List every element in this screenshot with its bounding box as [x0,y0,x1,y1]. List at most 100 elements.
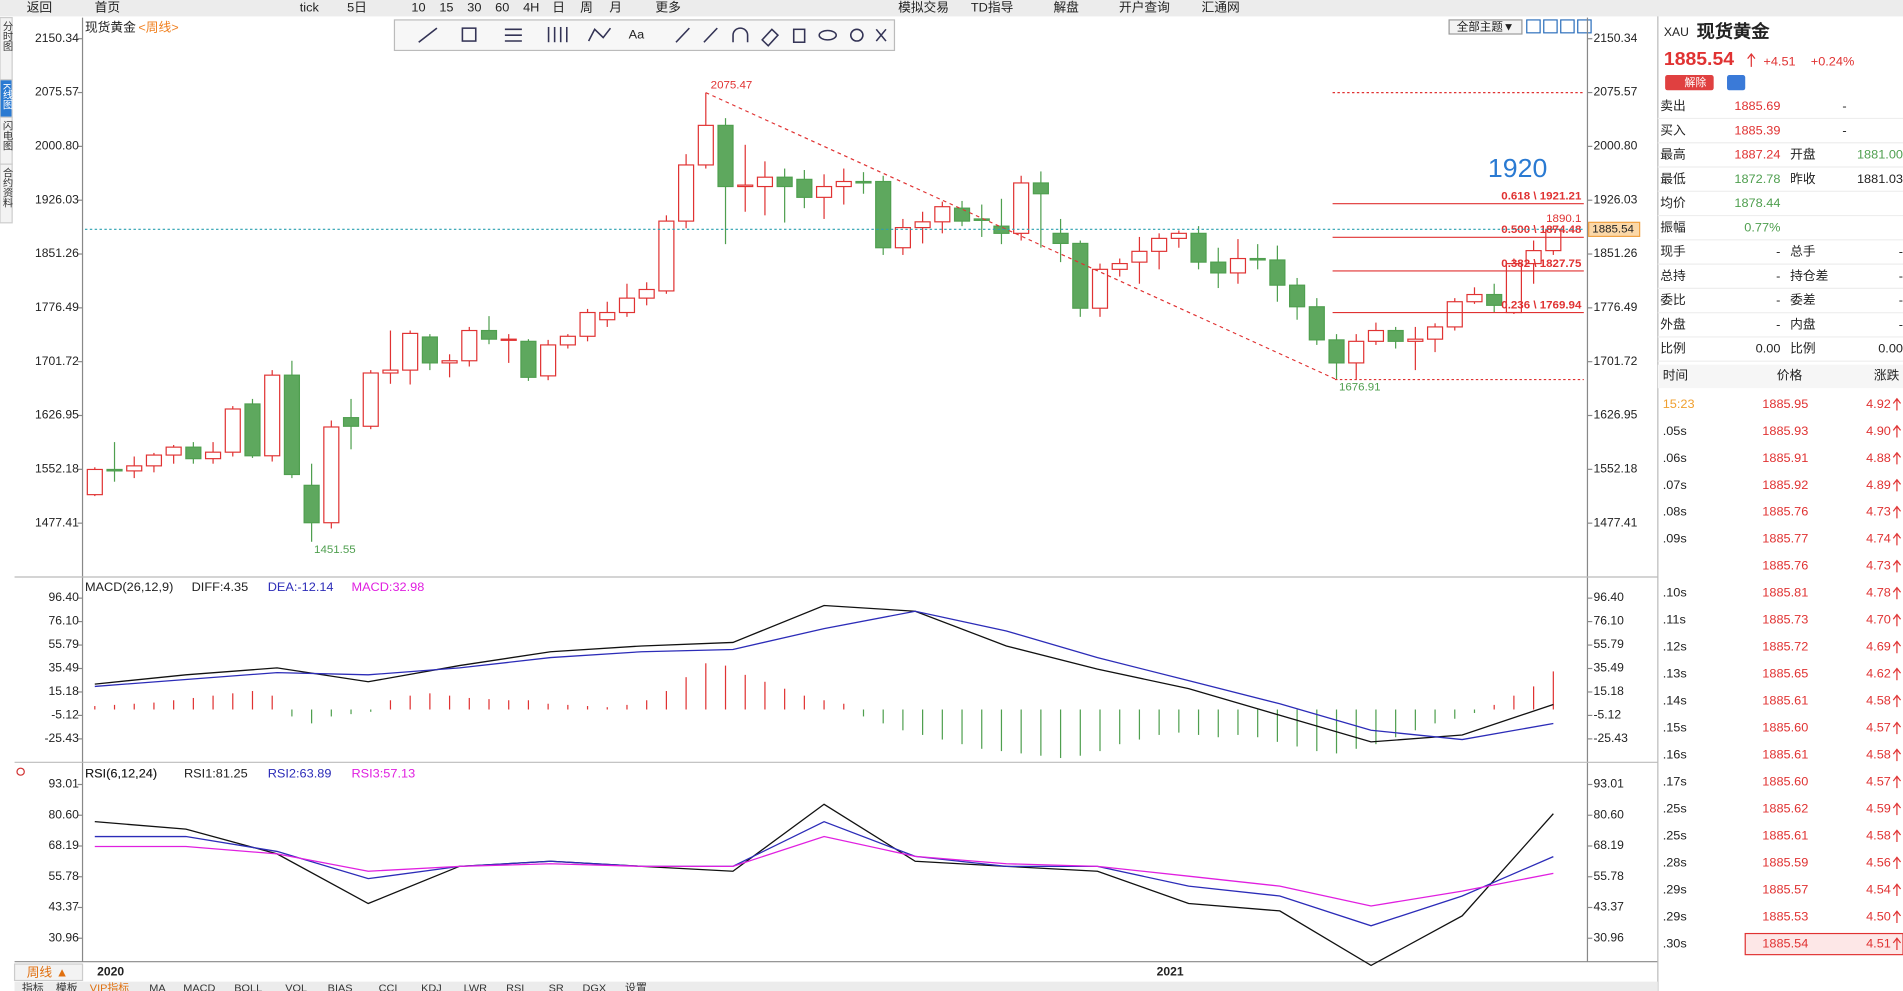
toolbar-item[interactable]: 返回 [27,1,52,15]
tick-arrow [1892,397,1902,411]
candle-body [638,288,655,299]
toolbar-item[interactable]: 4H [523,1,539,15]
tick-arrow [1892,937,1902,950]
tick-price: 1885.77 [1762,532,1808,546]
toolbar-item[interactable]: 30 [467,1,481,15]
candle-body [480,329,498,340]
side-tab-label[interactable]: 合约资料 [0,167,12,209]
y-tick-label: 1776.49 [35,300,79,314]
quote-label: 买入 [1660,123,1686,137]
tick-price: 1885.57 [1762,883,1808,897]
side-tab-label[interactable]: 分时图 [0,21,12,52]
toolbar-item[interactable]: TD指导 [971,1,1013,15]
y-tick-label: 96.40 [49,590,80,604]
bottom-tab[interactable]: 模板 [56,982,78,991]
y-tick-label: 55.78 [1594,869,1625,883]
tick-time: .13s [1663,667,1687,681]
bottom-tab[interactable]: MACD [183,983,215,991]
theme-button[interactable] [1448,19,1523,35]
tick-arrow [1892,721,1902,735]
settings-icon[interactable] [16,767,25,776]
unlock-button[interactable] [1665,75,1714,91]
toolbar-item[interactable]: 模拟交易 [898,0,949,14]
bottom-tab[interactable]: LWR [464,983,488,991]
period-button-label[interactable]: 周线 ▲ [27,966,69,980]
bottom-tab[interactable]: KDJ [421,983,442,991]
bottom-tab[interactable]: DGX [583,983,607,991]
tick-change: 4.78 [1866,586,1891,600]
tick-arrow [1892,505,1902,519]
toolbar-item[interactable]: 汇通网 [1202,1,1240,15]
bottom-tab[interactable]: VIP指标 [90,982,130,991]
bottom-tab[interactable]: VOL [285,983,307,991]
y-tick-label: 55.79 [49,637,80,651]
tick-time: .30s [1663,937,1687,951]
tick-price: 1885.61 [1762,694,1808,708]
bottom-tab[interactable]: 指标 [22,982,44,991]
bottom-tab[interactable]: CCI [379,983,398,991]
tick-arrow [1892,802,1902,816]
tick-price: 1885.81 [1762,586,1808,600]
text-tool[interactable]: Aa [629,28,645,42]
bottom-tab[interactable]: SR [549,983,564,991]
tick-price: 1885.62 [1762,802,1808,816]
quote-value: 1885.39 [1734,123,1780,137]
candle-body [283,374,301,476]
unlock-label[interactable]: 解除 [1685,76,1707,89]
candle-body [599,311,616,321]
tick-arrow [1892,424,1902,438]
tick-price: 1885.92 [1762,478,1808,492]
quote-label: 比例 [1660,342,1685,356]
period-label: <周线> [138,21,178,35]
toolbar-item[interactable]: 开户查询 [1119,0,1170,14]
candle-body [756,176,774,188]
toolbar-item[interactable]: 15 [439,1,453,15]
quote-value: 0.00 [1756,342,1781,356]
toolbar-item[interactable]: 解盘 [1053,0,1078,14]
indicator-legend: RSI3:57.13 [351,766,415,780]
bottom-tab[interactable]: MA [149,983,166,991]
toolbar-item[interactable]: 日 [552,1,565,15]
candle-body [1052,232,1069,245]
toolbar-item[interactable]: 60 [495,1,509,15]
quote-value: 1881.03 [1857,172,1903,186]
candle-body [559,335,576,346]
theme-button-label[interactable]: 全部主题▼ [1457,20,1514,34]
y-tick-label: 2075.57 [35,85,79,99]
toolbar-item[interactable]: tick [300,1,320,15]
indicator-legend: MACD:32.98 [351,580,424,594]
y-tick-label: 1701.72 [1594,354,1638,368]
window-icons [1526,19,1592,34]
alert-button[interactable] [1727,75,1746,91]
bottom-tab[interactable]: BIAS [328,983,353,991]
tick-arrow [1892,478,1902,492]
candle-body [106,468,123,472]
y-tick-label: 55.79 [1594,637,1625,651]
side-tab-label[interactable]: 闪电图 [0,120,12,152]
candle-body [264,374,281,457]
candle-body [323,426,340,524]
bottom-tab[interactable]: RSI [506,983,524,991]
toolbar-item[interactable]: 周 [580,1,593,15]
bottom-tab[interactable]: BOLL [234,983,262,991]
toolbar-item[interactable]: 首页 [95,1,120,15]
candle-body [697,124,714,166]
candle-body [1151,237,1168,252]
candle-body [717,124,734,188]
bottom-tab[interactable]: 设置 [625,983,647,991]
toolbar-item[interactable]: 5日 [347,1,367,15]
candle-body [953,207,971,222]
side-tab-label[interactable]: K线图 [0,83,12,110]
side-tab[interactable] [0,163,13,224]
tick-change: 4.90 [1866,424,1891,438]
toolbar-item[interactable]: 10 [411,1,425,15]
quote-value: 1885.69 [1734,99,1780,113]
tick-arrow [1892,694,1902,708]
quote-value: - [1776,269,1780,283]
toolbar-item[interactable]: 月 [609,1,622,15]
period-button[interactable] [13,963,84,982]
toolbar-item[interactable]: 更多 [655,1,680,15]
candle-body [1229,257,1247,274]
tick-price: 1885.73 [1762,613,1808,627]
